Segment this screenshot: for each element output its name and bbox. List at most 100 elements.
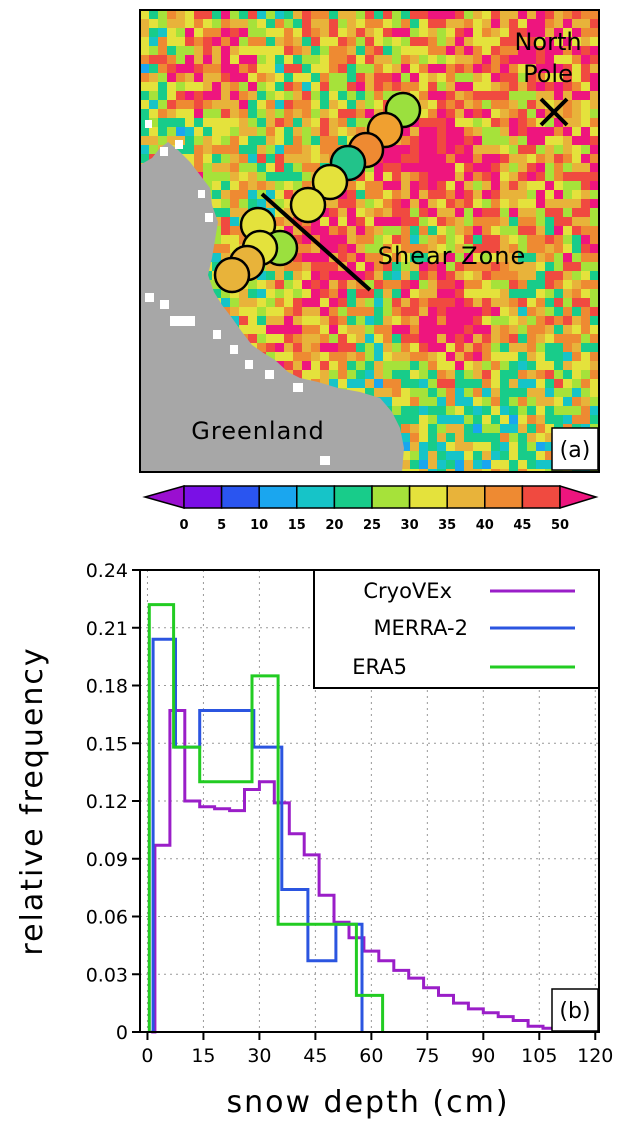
map-cell	[365, 172, 375, 182]
map-cell	[401, 415, 411, 425]
map-cell	[383, 334, 393, 344]
map-cell	[491, 280, 501, 290]
map-cell	[392, 271, 402, 281]
map-cell	[518, 244, 528, 254]
map-cell	[590, 136, 599, 146]
map-cell	[194, 145, 204, 155]
map-cell	[527, 28, 537, 38]
map-cell	[311, 307, 321, 317]
map-cell	[509, 10, 519, 20]
map-cell	[329, 307, 339, 317]
map-cell	[590, 307, 599, 317]
map-cell	[572, 10, 582, 20]
map-cell	[347, 226, 357, 236]
map-cell	[455, 217, 465, 227]
map-cell	[338, 289, 348, 299]
map-cell	[518, 217, 528, 227]
legend-label-cryovex: CryoVEx	[363, 579, 452, 603]
map-cell	[428, 82, 438, 92]
map-cell	[554, 19, 564, 29]
map-cell	[392, 289, 402, 299]
map-cell	[212, 10, 222, 20]
map-cell	[383, 163, 393, 173]
map-cell	[275, 154, 285, 164]
map-cell	[401, 370, 411, 380]
map-cell	[455, 370, 465, 380]
map-cell	[302, 280, 312, 290]
map-cell	[320, 271, 330, 281]
north-pole-label-line2: Pole	[523, 60, 573, 88]
map-cell	[338, 46, 348, 56]
map-cell	[221, 19, 231, 29]
map-cell	[572, 253, 582, 263]
colorbar-tick-label: 5	[217, 518, 226, 533]
map-cell	[239, 118, 249, 128]
map-cell	[338, 325, 348, 335]
map-cell	[428, 64, 438, 74]
map-cell	[410, 388, 420, 398]
map-cell	[401, 271, 411, 281]
map-cell	[221, 253, 231, 263]
map-cell	[176, 64, 186, 74]
map-cell	[509, 64, 519, 74]
map-cell	[320, 82, 330, 92]
map-cell	[536, 397, 546, 407]
map-cell	[356, 226, 366, 236]
map-cell	[410, 154, 420, 164]
map-cell	[491, 379, 501, 389]
map-cell	[239, 109, 249, 119]
map-cell	[446, 208, 456, 218]
map-cell	[149, 55, 159, 65]
map-cell	[572, 118, 582, 128]
map-cell	[374, 343, 384, 353]
map-cell	[266, 127, 276, 137]
map-cell	[437, 370, 447, 380]
map-cell	[509, 379, 519, 389]
map-cell	[347, 82, 357, 92]
map-cell	[239, 100, 249, 110]
map-cell	[401, 226, 411, 236]
track-circle	[213, 256, 251, 294]
map-cell	[374, 226, 384, 236]
map-cell	[590, 55, 599, 65]
map-cell	[581, 208, 591, 218]
map-cell	[257, 298, 267, 308]
map-cell	[311, 325, 321, 335]
map-cell	[536, 289, 546, 299]
map-cell	[581, 181, 591, 191]
map-cell	[329, 370, 339, 380]
map-cell	[428, 271, 438, 281]
map-cell	[203, 172, 213, 182]
map-cell	[356, 235, 366, 245]
map-cell	[572, 325, 582, 335]
map-cell	[410, 64, 420, 74]
map-cell	[509, 442, 519, 452]
map-cell	[482, 433, 492, 443]
map-cell	[248, 37, 258, 47]
map-cell	[266, 325, 276, 335]
map-cell	[248, 73, 258, 83]
map-cell	[482, 172, 492, 182]
map-cell	[500, 307, 510, 317]
legend: CryoVEx MERRA-2 ERA5	[313, 569, 600, 689]
map-cell	[248, 64, 258, 74]
map-cell	[554, 262, 564, 272]
map-cell	[176, 28, 186, 38]
map-cell	[338, 253, 348, 263]
map-cell	[527, 127, 537, 137]
map-cell	[446, 280, 456, 290]
map-cell	[545, 262, 555, 272]
map-cell	[302, 361, 312, 371]
map-cell	[509, 262, 519, 272]
map-cell	[302, 235, 312, 245]
map-cell	[518, 226, 528, 236]
map-cell	[536, 10, 546, 20]
map-cell	[212, 28, 222, 38]
map-cell	[248, 82, 258, 92]
map-cell	[338, 127, 348, 137]
map-cell	[266, 91, 276, 101]
map-cell	[437, 91, 447, 101]
map-cell	[500, 361, 510, 371]
map-cell	[329, 361, 339, 371]
map-cell	[509, 334, 519, 344]
